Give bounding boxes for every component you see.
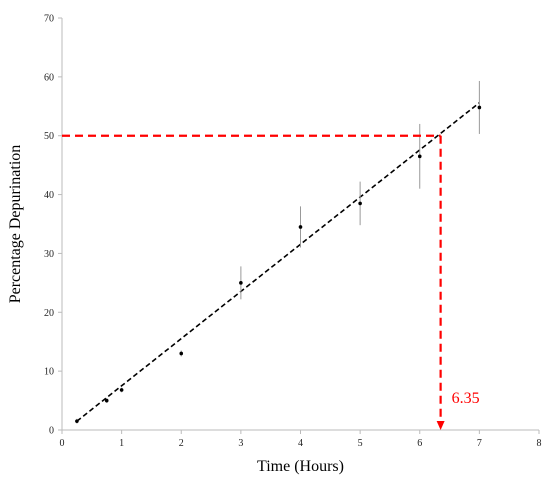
- reference-arrowhead: [436, 421, 445, 430]
- data-point: [358, 201, 362, 206]
- x-tick-label: 7: [477, 438, 482, 449]
- data-point: [239, 281, 243, 285]
- x-tick-label: 6: [417, 438, 422, 449]
- x-tick-label: 0: [60, 438, 65, 449]
- y-tick-label: 20: [44, 308, 54, 319]
- linear-fit-line: [76, 102, 480, 422]
- y-tick-label: 10: [44, 367, 54, 378]
- data-point: [477, 105, 482, 110]
- x-tick-label: 4: [298, 438, 303, 449]
- x-tick-label: 1: [119, 438, 124, 449]
- y-axis-label: Percentage Depurination: [7, 145, 24, 304]
- x-axis-label: Time (Hours): [257, 458, 344, 475]
- y-tick-label: 50: [44, 131, 54, 142]
- x-tick-label: 2: [179, 438, 184, 449]
- x-tick-label: 3: [238, 438, 243, 449]
- data-point: [179, 351, 184, 356]
- data-point: [104, 398, 109, 403]
- data-point: [75, 419, 79, 423]
- reference-lines-group: [62, 134, 445, 430]
- data-point: [298, 225, 303, 229]
- y-tick-label: 60: [44, 72, 54, 83]
- data-point: [119, 388, 124, 392]
- x-tick-label: 8: [537, 438, 542, 449]
- y-tick-label: 30: [44, 249, 54, 260]
- trendline-group: [76, 102, 480, 422]
- axes: 0 1 2 3 4 5 6 7 8 0 10 20 30 40 50 60 70: [44, 14, 542, 450]
- x-tick-label: 5: [358, 438, 363, 449]
- y-tick-label: 0: [49, 426, 54, 437]
- reference-x-value-label: 6.35: [452, 390, 480, 407]
- data-points-group: [75, 80, 482, 424]
- data-point: [417, 154, 422, 159]
- y-tick-label: 70: [44, 14, 54, 25]
- y-tick-label: 40: [44, 190, 54, 201]
